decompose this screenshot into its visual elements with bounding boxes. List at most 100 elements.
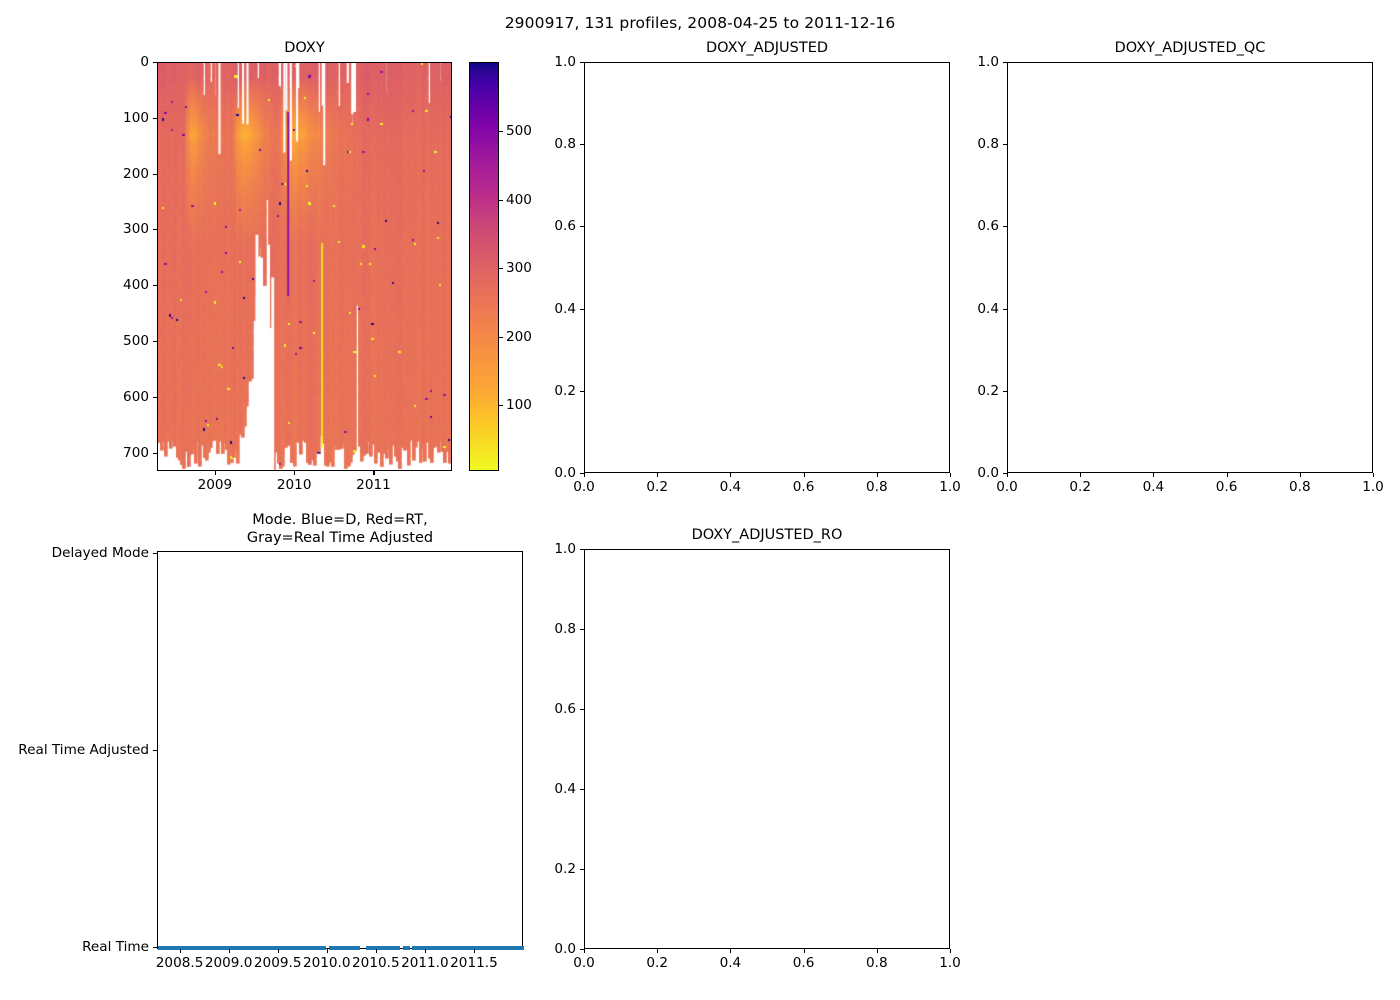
doxy-adjusted-ro-x-label: 0.6: [792, 955, 815, 971]
doxy-y-tick: [153, 452, 157, 454]
doxy-x-tick: [373, 471, 375, 475]
mode-x-tick: [424, 949, 426, 953]
doxy-adjusted-y-tick: [580, 473, 584, 475]
doxy-y-label: 100: [123, 109, 149, 126]
mode-marker: [355, 946, 360, 950]
doxy-adjusted-qc-x-label: 0.0: [996, 479, 1018, 495]
doxy-adjusted-ro-x-tick: [657, 949, 659, 953]
doxy-adjusted-axes[interactable]: [584, 62, 950, 473]
doxy-adjusted-x-tick: [950, 473, 952, 477]
doxy-y-tick: [153, 229, 157, 231]
doxy-adjusted-ro-x-tick: [950, 949, 952, 953]
doxy-adjusted-ro-x-tick: [584, 949, 586, 953]
doxy-y-label: 600: [123, 388, 149, 405]
doxy-y-tick: [153, 62, 157, 64]
doxy-adjusted-qc-y-label: 0.8: [977, 136, 999, 153]
doxy-adjusted-qc-y-label: 0.2: [977, 382, 999, 399]
mode-panel-title: Mode. Blue=D, Red=RT, Gray=Real Time Adj…: [246, 512, 434, 546]
doxy-adjusted-qc-x-tick: [1226, 473, 1228, 477]
doxy-adjusted-qc-y-tick: [1003, 144, 1007, 146]
doxy-adjusted-qc-x-tick: [1373, 473, 1375, 477]
mode-y-tick: [153, 750, 157, 752]
doxy-adjusted-qc-x-label: 0.4: [1142, 479, 1165, 495]
mode-y-label: Real Time: [82, 939, 149, 955]
colorbar-tick-label: 100: [506, 397, 532, 414]
doxy-adjusted-qc-x-tick: [1007, 473, 1009, 477]
doxy-x-tick: [214, 471, 216, 475]
mode-marker: [322, 946, 327, 950]
mode-y-label: Real Time Adjusted: [18, 742, 149, 758]
doxy-y-tick: [153, 173, 157, 175]
mode-x-label: 2011.5: [450, 955, 498, 971]
doxy-y-label: 300: [123, 221, 149, 238]
colorbar-tick: [499, 131, 503, 133]
figure-suptitle: 2900917, 131 profiles, 2008-04-25 to 201…: [504, 14, 896, 32]
doxy-adjusted-x-tick: [584, 473, 586, 477]
doxy-heatmap-mesh: [158, 63, 451, 470]
doxy-adjusted-y-label: 1.0: [554, 54, 576, 70]
doxy-panel-title: DOXY: [284, 40, 325, 56]
doxy-adjusted-x-label: 1.0: [939, 479, 961, 495]
colorbar-tick: [499, 268, 503, 270]
doxy-adjusted-x-label: 0.0: [573, 479, 595, 495]
mode-marker-series: [158, 552, 524, 950]
doxy-adjusted-ro-y-tick: [580, 789, 584, 791]
doxy-adjusted-qc-y-tick: [1003, 390, 1007, 392]
doxy-adjusted-qc-y-label: 0.4: [977, 300, 999, 317]
doxy-adjusted-ro-y-tick: [580, 709, 584, 711]
doxy-adjusted-x-tick: [657, 473, 659, 477]
doxy-adjusted-y-tick: [580, 144, 584, 146]
colorbar-tick: [499, 199, 503, 201]
colorbar-tick: [499, 405, 503, 407]
doxy-adjusted-y-label: 0.0: [554, 465, 576, 481]
doxy-heatmap-axes[interactable]: [157, 62, 452, 471]
doxy-y-label: 400: [123, 277, 149, 294]
doxy-adjusted-qc-y-tick: [1003, 226, 1007, 228]
doxy-adjusted-qc-x-label: 0.2: [1069, 479, 1091, 495]
doxy-adjusted-y-tick: [580, 308, 584, 310]
doxy-adjusted-qc-x-tick: [1153, 473, 1155, 477]
doxy-adjusted-ro-panel-title: DOXY_ADJUSTED_RO: [691, 527, 843, 543]
mode-x-label: 2010.5: [352, 955, 400, 971]
doxy-colorbar[interactable]: [469, 62, 499, 471]
mode-y-label: Delayed Mode: [51, 545, 149, 561]
doxy-adjusted-ro-y-tick: [580, 869, 584, 871]
doxy-adjusted-qc-axes[interactable]: [1007, 62, 1373, 473]
mode-y-tick: [153, 947, 157, 949]
doxy-adjusted-qc-x-label: 1.0: [1362, 479, 1384, 495]
doxy-y-label: 500: [123, 332, 149, 349]
doxy-adjusted-qc-y-label: 0.6: [977, 218, 999, 235]
doxy-adjusted-y-tick: [580, 226, 584, 228]
doxy-adjusted-ro-y-label: 0.6: [554, 701, 576, 717]
doxy-adjusted-ro-x-tick: [803, 949, 805, 953]
doxy-adjusted-ro-axes[interactable]: [584, 549, 950, 949]
doxy-y-tick: [153, 396, 157, 398]
doxy-adjusted-qc-y-tick: [1003, 473, 1007, 475]
colorbar-tick-label: 500: [506, 123, 532, 140]
doxy-adjusted-qc-y-label: 0.0: [977, 465, 999, 481]
doxy-adjusted-x-tick: [730, 473, 732, 477]
doxy-adjusted-x-label: 0.8: [865, 479, 888, 495]
doxy-x-label: 2009: [197, 477, 233, 493]
mode-x-label: 2008.5: [155, 955, 204, 971]
mode-x-label: 2009.0: [204, 955, 253, 971]
doxy-adjusted-ro-y-tick: [580, 549, 584, 551]
doxy-y-tick: [153, 340, 157, 343]
mode-x-label: 2011.0: [401, 955, 449, 971]
doxy-adjusted-qc-x-tick: [1299, 473, 1301, 477]
doxy-x-label: 2011: [356, 477, 391, 493]
doxy-x-tick: [294, 471, 296, 475]
doxy-adjusted-ro-x-label: 1.0: [939, 955, 961, 971]
doxy-adjusted-qc-y-label: 1.0: [977, 54, 999, 70]
doxy-y-tick: [153, 285, 157, 287]
doxy-adjusted-ro-x-label: 0.2: [646, 955, 668, 971]
doxy-adjusted-y-label: 0.4: [554, 300, 576, 317]
doxy-adjusted-ro-y-label: 1.0: [554, 541, 576, 557]
doxy-adjusted-qc-x-tick: [1080, 473, 1082, 477]
doxy-adjusted-y-label: 0.8: [554, 136, 576, 153]
doxy-adjusted-ro-y-label: 0.4: [554, 781, 576, 797]
colorbar-tick-label: 200: [506, 328, 532, 345]
mode-axes[interactable]: [157, 551, 524, 950]
doxy-adjusted-ro-x-label: 0.8: [865, 955, 888, 971]
